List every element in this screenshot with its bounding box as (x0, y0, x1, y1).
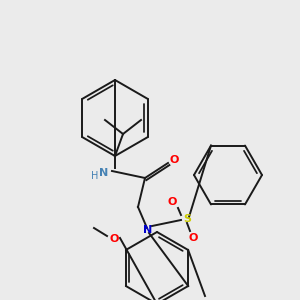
Text: S: S (183, 214, 191, 224)
Text: N: N (143, 225, 153, 235)
Text: O: O (109, 234, 119, 244)
Text: O: O (167, 197, 177, 207)
Text: O: O (188, 233, 198, 243)
Text: O: O (169, 155, 179, 165)
Text: N: N (99, 168, 109, 178)
Text: H: H (91, 171, 99, 181)
